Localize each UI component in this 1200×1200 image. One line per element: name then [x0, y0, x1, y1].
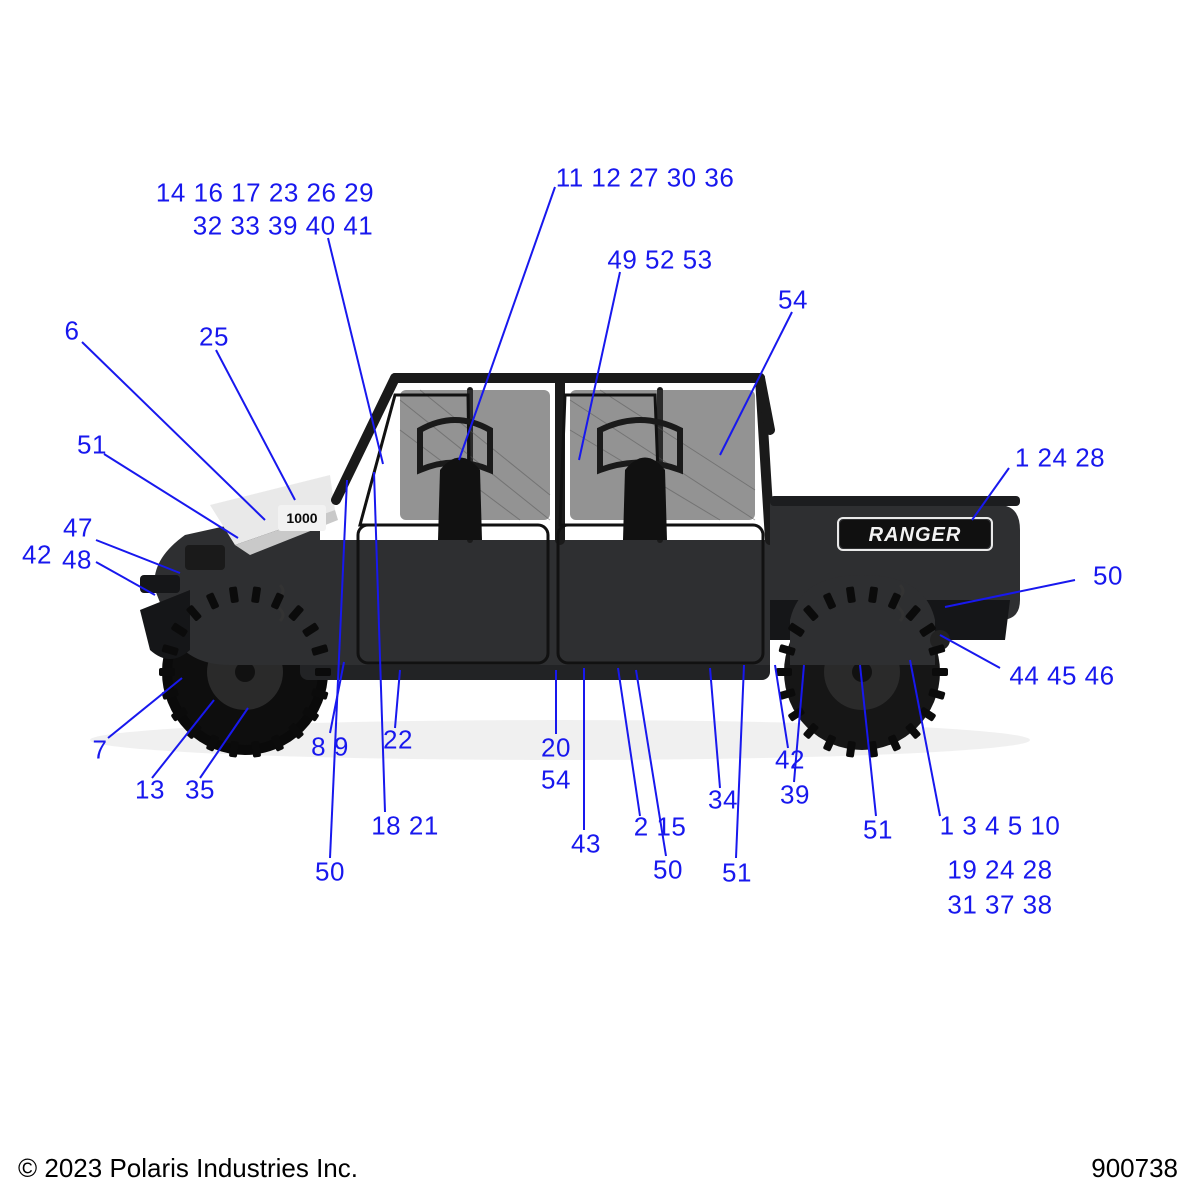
callout-label: 7 [93, 735, 108, 766]
callout-label: 51 [77, 430, 107, 461]
callout-label: 1 3 4 5 10 [940, 811, 1061, 842]
callout-label: 1 24 28 [1015, 443, 1105, 474]
callout-label: 50 [653, 855, 683, 886]
callout-label: 39 [780, 780, 810, 811]
callout-label: 31 37 38 [947, 890, 1052, 921]
callout-label: 44 45 46 [1009, 661, 1114, 692]
doc-number: 900738 [1091, 1153, 1178, 1184]
callout-label: 42 [22, 540, 52, 571]
callout-label: 42 [775, 745, 805, 776]
callout-label: 49 52 53 [607, 245, 712, 276]
svg-text:1000: 1000 [286, 510, 317, 526]
callout-label: 50 [315, 857, 345, 888]
callout-label: 18 21 [371, 811, 439, 842]
callout-label: 11 12 27 30 36 [556, 163, 735, 194]
svg-text:RANGER: RANGER [869, 524, 962, 546]
bed-badge: RANGER [838, 518, 992, 550]
callout-label: 19 24 28 [947, 855, 1052, 886]
callout-label: 43 [571, 829, 601, 860]
callout-label: 50 [1093, 561, 1123, 592]
callout-label: 8 9 [311, 732, 349, 763]
copyright-text: © 2023 Polaris Industries Inc. [18, 1153, 358, 1184]
callout-label: 47 [63, 513, 93, 544]
callout-label: 54 [778, 285, 808, 316]
callout-label: 22 [383, 725, 413, 756]
callout-label: 6 [65, 316, 80, 347]
callout-label: 2 15 [634, 812, 687, 843]
callout-label: 51 [722, 858, 752, 889]
callout-label: 48 [62, 545, 92, 576]
callout-label: 51 [863, 815, 893, 846]
callout-label: 35 [185, 775, 215, 806]
callout-label: 14 16 17 23 26 29 [156, 178, 374, 209]
callout-label: 13 [135, 775, 165, 806]
callout-label: 20 [541, 733, 571, 764]
callout-label: 54 [541, 765, 571, 796]
hood-decal: 1000 [278, 505, 326, 531]
callout-label: 32 33 39 40 41 [193, 211, 374, 242]
callout-label: 25 [199, 322, 229, 353]
callout-label: 34 [708, 785, 738, 816]
diagram-stage: 1000 [0, 0, 1200, 1200]
